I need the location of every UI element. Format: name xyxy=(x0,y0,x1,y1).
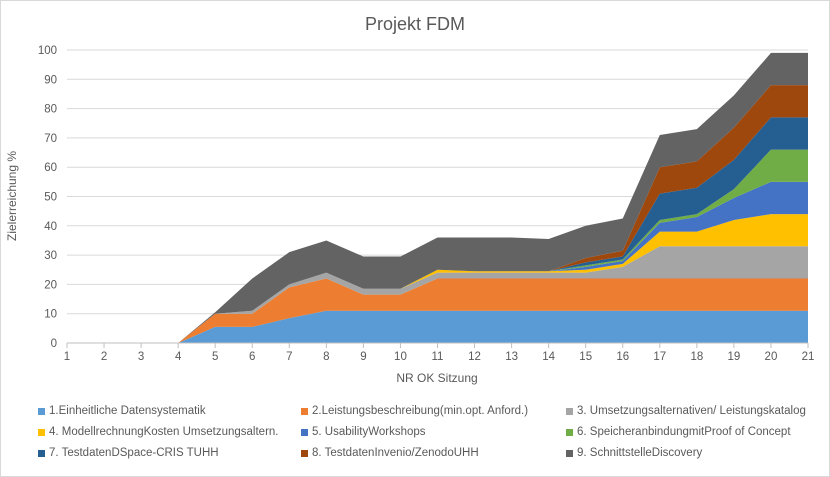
x-tick-label: 6 xyxy=(249,351,255,363)
x-tick-label: 14 xyxy=(542,351,555,363)
y-tick-label: 0 xyxy=(51,338,57,350)
y-tick-label: 20 xyxy=(44,279,57,291)
legend-label: 2.Leistungsbeschreibung(min.opt. Anford.… xyxy=(312,405,529,417)
x-tick-label: 5 xyxy=(212,351,218,363)
legend-label: 5. UsabilityWorkshops xyxy=(312,426,426,438)
y-tick-label: 80 xyxy=(44,104,57,116)
x-tick-label: 16 xyxy=(616,351,629,363)
x-tick-label: 3 xyxy=(138,351,144,363)
x-tick-label: 10 xyxy=(394,351,407,363)
legend-item: 7. TestdatenDSpace-CRIS TUHH xyxy=(38,447,219,459)
legend-item: 6. SpeicheranbindungmitProof of Concept xyxy=(566,426,791,438)
y-tick-label: 50 xyxy=(44,192,57,204)
x-tick-label: 17 xyxy=(653,351,666,363)
legend-item: 8. TestdatenInvenio/ZenodoUHH xyxy=(301,447,479,459)
x-tick-label: 1 xyxy=(64,351,70,363)
x-tick-label: 12 xyxy=(468,351,481,363)
x-axis-title: NR OK Sitzung xyxy=(396,371,477,385)
area-series-2-leistungsbeschreibung-min-opt-anford xyxy=(67,278,808,343)
x-tick-label: 11 xyxy=(432,351,444,363)
x-tick-label: 19 xyxy=(728,351,741,363)
y-tick-label: 90 xyxy=(44,74,57,86)
legend-label: 1.Einheitliche Datensystematik xyxy=(49,405,206,417)
y-tick-label: 10 xyxy=(44,309,57,321)
legend-item: 4. ModellrechnungKosten Umsetzungsaltern… xyxy=(38,426,279,438)
x-tick-label: 2 xyxy=(101,351,107,363)
x-tick-label: 20 xyxy=(765,351,778,363)
legend-item: 9. SchnittstelleDiscovery xyxy=(566,447,702,459)
legend-swatch xyxy=(38,449,45,457)
legend-swatch xyxy=(301,407,308,415)
y-tick-label: 100 xyxy=(38,45,57,57)
legend-item: 3. Umsetzungsalternativen/ Leistungskata… xyxy=(566,405,806,417)
x-tick-label: 8 xyxy=(323,351,329,363)
legend-label: 3. Umsetzungsalternativen/ Leistungskata… xyxy=(577,405,806,417)
y-tick-label: 40 xyxy=(44,221,57,233)
y-tick-label: 70 xyxy=(44,133,57,145)
x-tick-label: 21 xyxy=(802,351,815,363)
legend-swatch xyxy=(38,428,45,436)
legend-swatch xyxy=(301,428,308,436)
y-tick-label: 60 xyxy=(44,162,57,174)
chart-legend: 1.Einheitliche Datensystematik 2.Leistung… xyxy=(38,405,828,471)
y-axis-title: Zielerreichung % xyxy=(5,151,19,241)
legend-label: 9. SchnittstelleDiscovery xyxy=(577,447,703,459)
x-tick-label: 4 xyxy=(175,351,182,363)
x-tick-label: 9 xyxy=(360,351,366,363)
x-tick-label: 15 xyxy=(579,351,592,363)
x-tick-label: 18 xyxy=(690,351,703,363)
chart-title: Projekt FDM xyxy=(365,14,465,34)
legend-swatch xyxy=(566,407,573,415)
legend-item: 2.Leistungsbeschreibung(min.opt. Anford.… xyxy=(301,405,528,417)
legend-item: 1.Einheitliche Datensystematik xyxy=(38,405,206,417)
legend-swatch xyxy=(38,407,45,415)
legend-label: 7. TestdatenDSpace-CRIS TUHH xyxy=(49,447,219,459)
y-tick-label: 30 xyxy=(44,250,57,262)
legend-swatch xyxy=(566,449,573,457)
area-series-4-modellrechnungkosten-umsetzungsaltern xyxy=(67,214,808,343)
legend-swatch xyxy=(566,428,573,436)
area-series xyxy=(67,52,808,344)
x-tick-label: 7 xyxy=(286,351,292,363)
area-series-1-einheitliche-datensystematik xyxy=(67,310,808,343)
area-series-3-umsetzungsalternativen-leistungskatalog xyxy=(67,246,808,343)
legend-label: 4. ModellrechnungKosten Umsetzungsaltern… xyxy=(49,426,279,438)
x-tick-label: 13 xyxy=(505,351,518,363)
legend-label: 8. TestdatenInvenio/ZenodoUHH xyxy=(312,447,479,459)
legend-swatch xyxy=(301,449,308,457)
legend-label: 6. SpeicheranbindungmitProof of Concept xyxy=(577,426,791,438)
legend-item: 5. UsabilityWorkshops xyxy=(301,426,426,438)
